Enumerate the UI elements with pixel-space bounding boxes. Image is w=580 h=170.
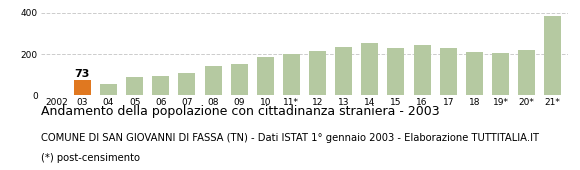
Bar <box>205 66 222 95</box>
Bar <box>126 77 143 95</box>
Text: COMUNE DI SAN GIOVANNI DI FASSA (TN) - Dati ISTAT 1° gennaio 2003 - Elaborazione: COMUNE DI SAN GIOVANNI DI FASSA (TN) - D… <box>41 133 539 143</box>
Bar <box>257 57 274 95</box>
Text: 73: 73 <box>75 69 90 79</box>
Bar <box>440 48 456 95</box>
Bar <box>283 54 300 95</box>
Bar <box>544 16 561 95</box>
Bar <box>387 48 404 95</box>
Bar <box>153 76 169 95</box>
Bar <box>518 50 535 95</box>
Bar <box>309 51 326 95</box>
Bar <box>414 45 430 95</box>
Bar <box>466 52 483 95</box>
Text: Andamento della popolazione con cittadinanza straniera - 2003: Andamento della popolazione con cittadin… <box>41 105 439 118</box>
Text: (*) post-censimento: (*) post-censimento <box>41 153 140 163</box>
Bar <box>179 73 195 95</box>
Bar <box>100 84 117 95</box>
Bar <box>335 47 352 95</box>
Bar <box>231 64 248 95</box>
Bar <box>361 43 378 95</box>
Bar <box>492 53 509 95</box>
Bar <box>74 80 91 95</box>
